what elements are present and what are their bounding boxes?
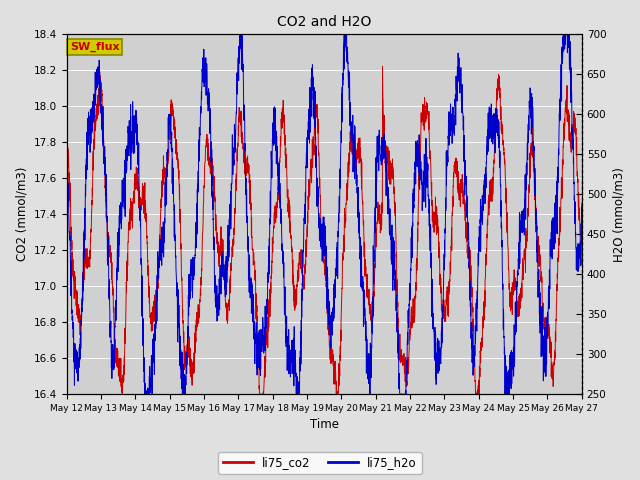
Text: SW_flux: SW_flux <box>70 42 120 52</box>
Y-axis label: H2O (mmol/m3): H2O (mmol/m3) <box>612 167 625 262</box>
X-axis label: Time: Time <box>310 419 339 432</box>
Legend: li75_co2, li75_h2o: li75_co2, li75_h2o <box>218 452 422 474</box>
Title: CO2 and H2O: CO2 and H2O <box>277 15 371 29</box>
Y-axis label: CO2 (mmol/m3): CO2 (mmol/m3) <box>15 167 28 262</box>
